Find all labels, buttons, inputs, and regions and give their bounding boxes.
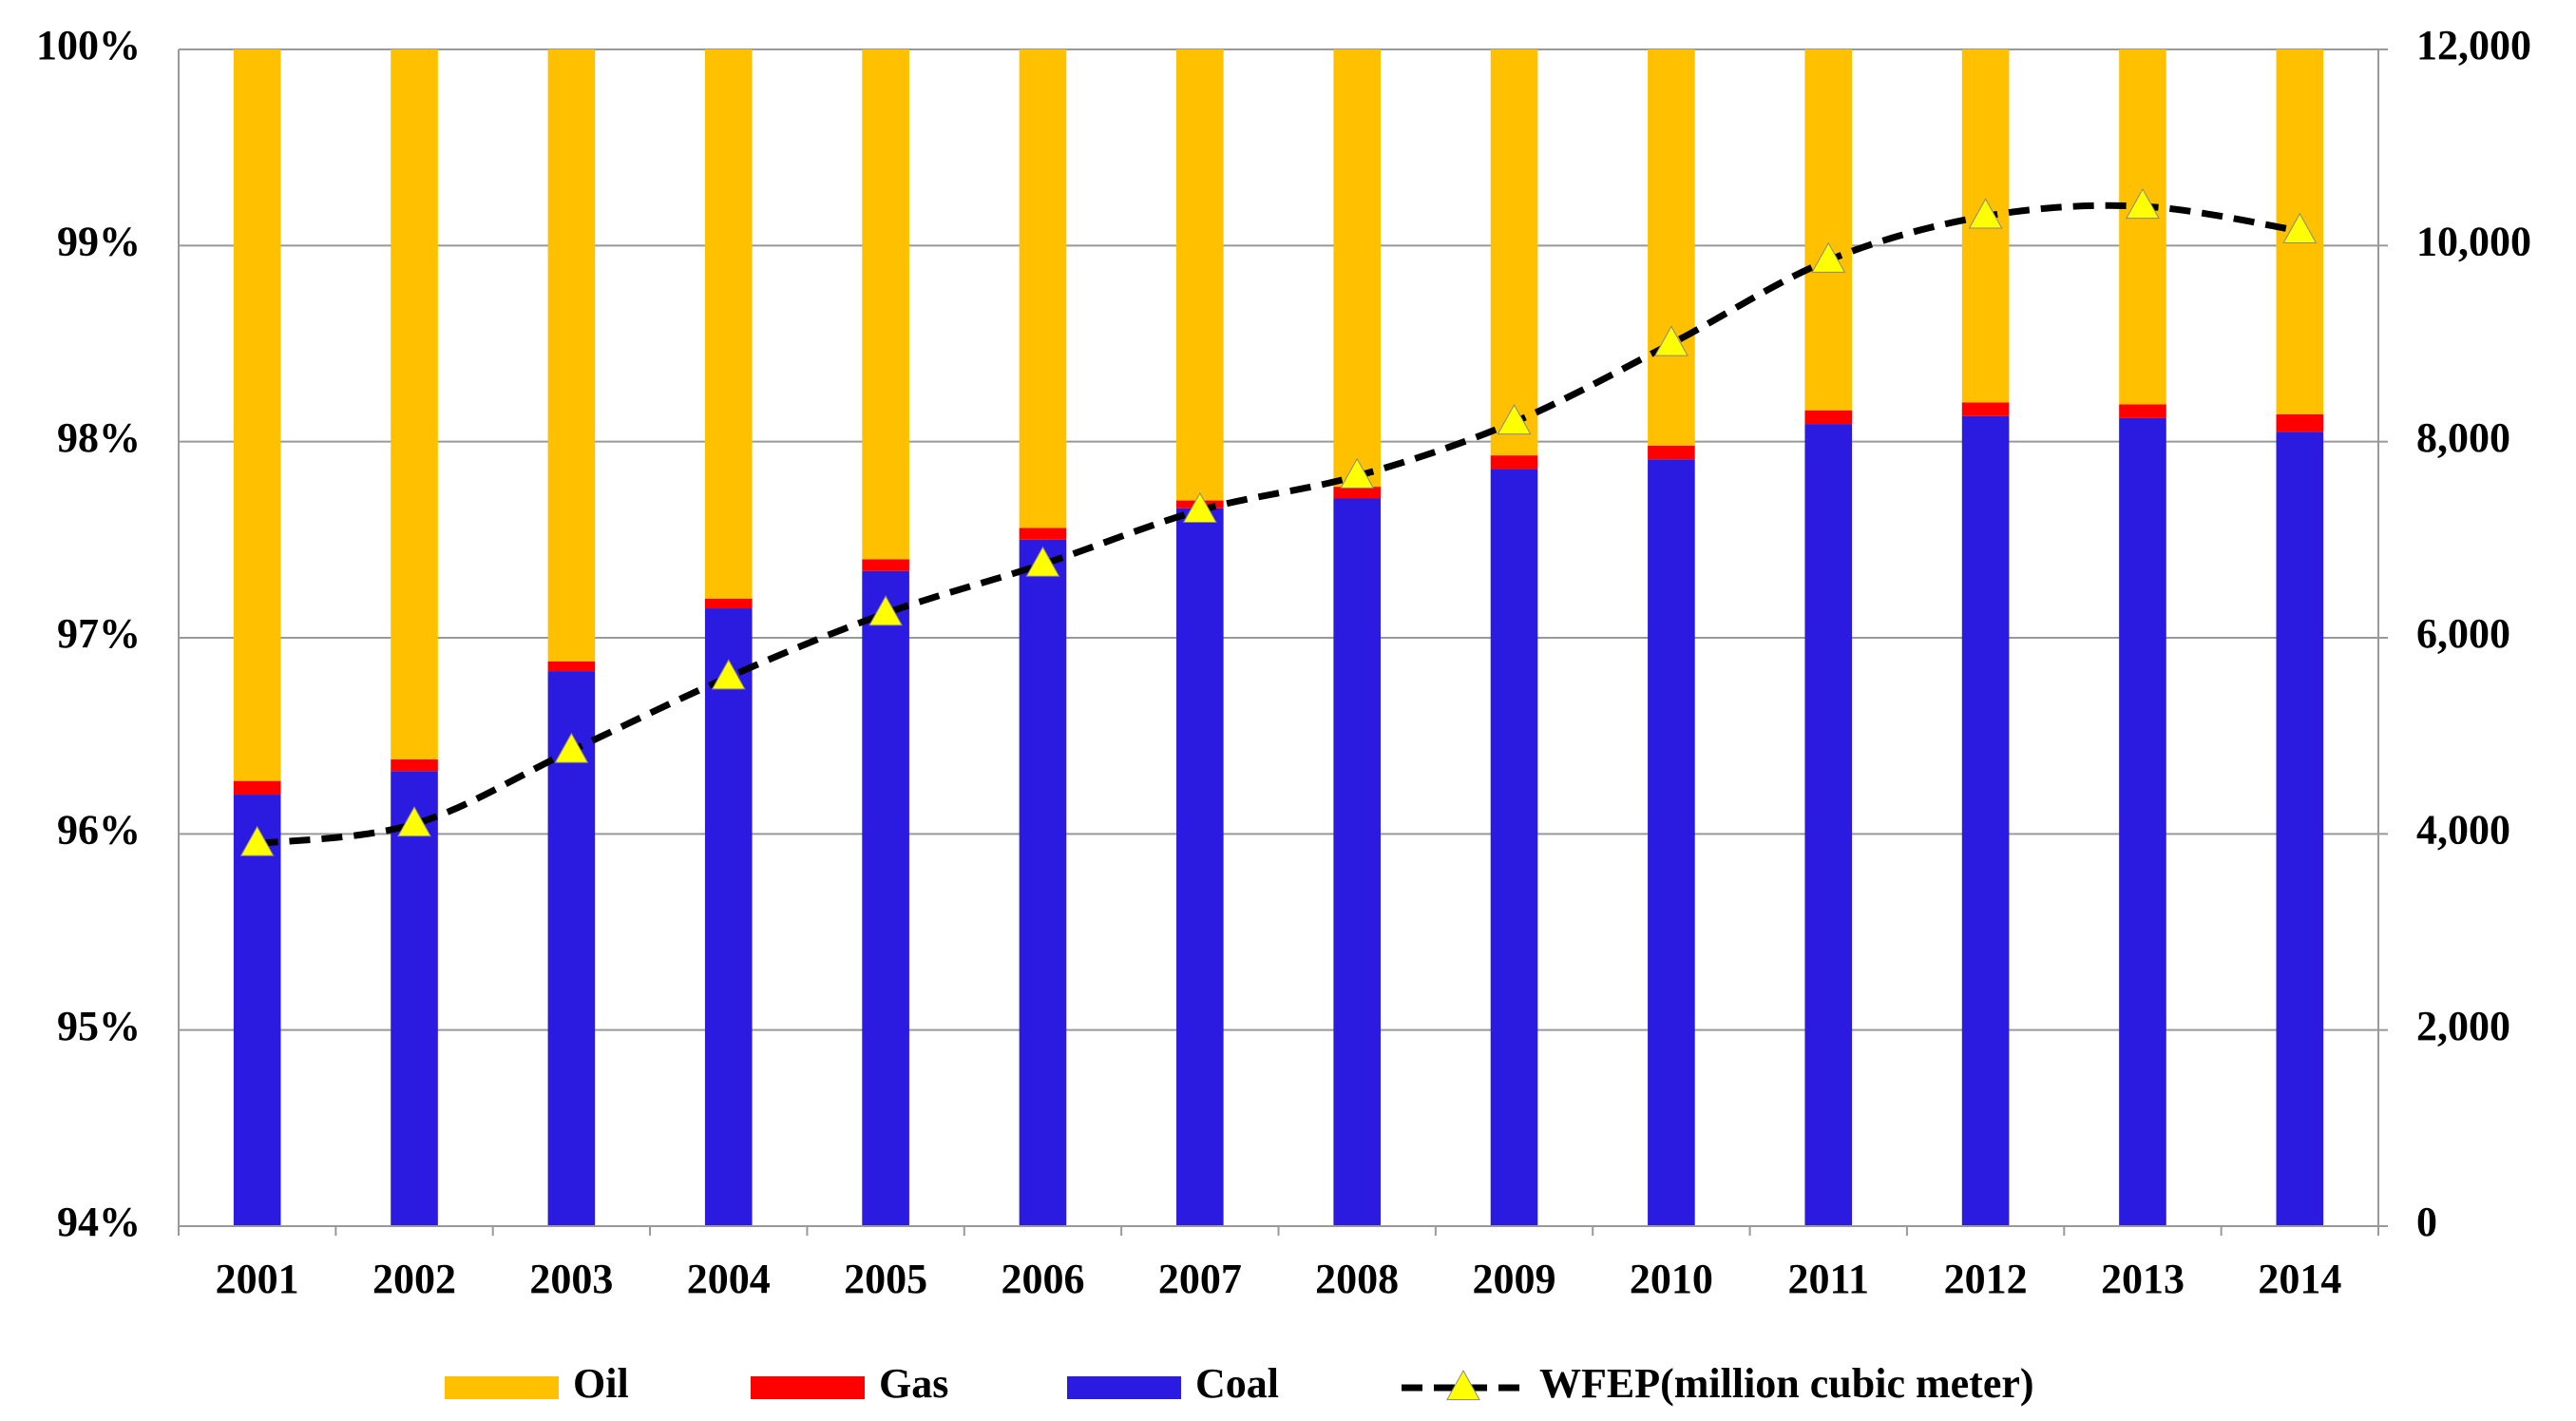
bar-segment — [704, 598, 753, 609]
marker — [2126, 188, 2160, 220]
bar-segment — [391, 49, 438, 759]
legend-swatch — [1067, 1376, 1181, 1399]
x-tick-label: 2005 — [844, 1256, 927, 1302]
y-tick-label: 97% — [57, 610, 141, 657]
bar-segment — [1019, 528, 1067, 540]
x-tick-label: 2003 — [529, 1256, 613, 1302]
bar-segment — [2276, 413, 2324, 432]
bar-segment — [1648, 49, 1695, 446]
bar-segment — [2276, 432, 2324, 1227]
bar-segment — [1804, 49, 1853, 411]
bar-segment — [1804, 410, 1853, 425]
bar-segment — [233, 780, 281, 796]
y-tick-label: 100% — [36, 22, 141, 68]
bar-segment — [233, 795, 281, 1226]
bar-segment — [862, 559, 909, 571]
bar-segment — [1490, 49, 1538, 456]
y-tick-label: 96% — [57, 806, 141, 853]
bar-segment — [1019, 49, 1067, 528]
bar-segment — [1804, 424, 1853, 1226]
y-tick-label: 95% — [57, 1003, 141, 1049]
bar-segment — [1333, 498, 1381, 1226]
x-tick-label: 2010 — [1630, 1256, 1713, 1302]
x-tick-label: 2009 — [1473, 1256, 1556, 1302]
bar-segment — [1490, 455, 1538, 470]
x-tick-label: 2012 — [1944, 1256, 2028, 1302]
y2-tick-label: 8,000 — [2416, 414, 2510, 461]
legend-swatch — [751, 1376, 865, 1399]
legend-label: Oil — [573, 1360, 629, 1407]
y2-tick-label: 10,000 — [2416, 218, 2531, 264]
bar-segment — [1333, 49, 1381, 488]
bar-segment — [1490, 469, 1538, 1226]
bar-segment — [2119, 49, 2166, 405]
legend-swatch — [445, 1376, 559, 1399]
marker — [868, 595, 904, 626]
x-tick-label: 2007 — [1158, 1256, 1242, 1302]
legend-label: Coal — [1195, 1360, 1279, 1407]
line — [257, 202, 2300, 848]
x-tick-label: 2001 — [216, 1256, 299, 1302]
bar-segment — [1648, 459, 1695, 1226]
bar-segment — [2119, 404, 2166, 418]
bar-segment — [391, 771, 438, 1226]
y-tick-label: 94% — [57, 1199, 141, 1245]
y2-tick-label: 2,000 — [2416, 1003, 2510, 1049]
x-tick-label: 2014 — [2258, 1256, 2341, 1302]
bar-segment — [391, 759, 438, 772]
bar-segment — [1176, 508, 1224, 1226]
y-tick-label: 98% — [57, 414, 141, 461]
legend-label: Gas — [879, 1360, 948, 1407]
legend-marker — [1446, 1369, 1480, 1401]
bar-segment — [704, 608, 753, 1226]
marker — [711, 659, 746, 690]
y2-tick-label: 4,000 — [2416, 806, 2510, 853]
bar-segment — [1648, 445, 1695, 460]
marker — [1497, 404, 1532, 435]
x-tick-label: 2011 — [1787, 1256, 1869, 1302]
y2-tick-label: 12,000 — [2416, 22, 2531, 68]
legend-label: WFEP(million cubic meter) — [1539, 1360, 2034, 1407]
bar-segment — [704, 49, 753, 599]
bar-segment — [2119, 417, 2166, 1226]
marker — [1811, 241, 1846, 273]
marker — [2282, 212, 2318, 243]
marker — [1025, 546, 1060, 577]
bar-segment — [862, 570, 909, 1226]
bar-segment — [547, 671, 596, 1226]
marker — [554, 732, 589, 763]
bar-segment — [1961, 415, 2010, 1226]
y-tick-label: 99% — [57, 218, 141, 264]
x-tick-label: 2002 — [372, 1256, 456, 1302]
marker — [239, 825, 275, 856]
marker — [1653, 325, 1689, 356]
bar-segment — [862, 49, 909, 560]
y2-tick-label: 6,000 — [2416, 610, 2510, 657]
marker — [1182, 491, 1217, 523]
bar-segment — [1019, 539, 1067, 1226]
marker — [397, 805, 431, 837]
marker — [1340, 457, 1375, 489]
y2-tick-label: 0 — [2416, 1199, 2437, 1245]
bar-segment — [1176, 49, 1224, 501]
bar-segment — [1961, 402, 2010, 416]
x-tick-label: 2013 — [2101, 1256, 2185, 1302]
x-tick-label: 2006 — [1001, 1256, 1084, 1302]
x-tick-label: 2008 — [1315, 1256, 1399, 1302]
marker — [1968, 198, 2003, 229]
bar-segment — [233, 49, 281, 781]
x-tick-label: 2004 — [687, 1256, 771, 1302]
bar-segment — [547, 49, 596, 662]
bar-segment — [547, 661, 596, 672]
bar-segment — [1333, 487, 1381, 499]
